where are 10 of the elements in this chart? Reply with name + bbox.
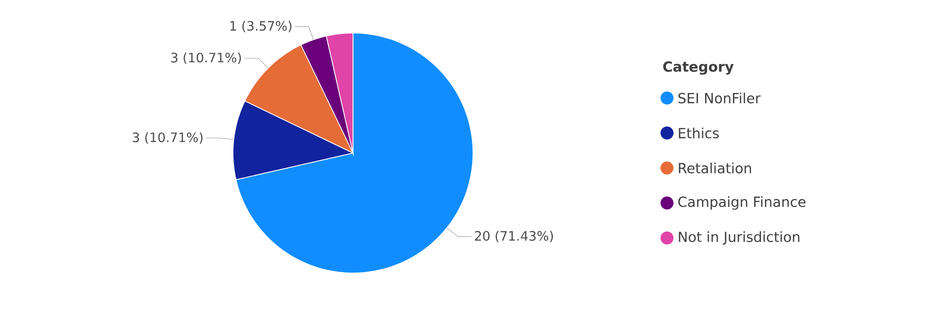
legend-label: SEI NonFiler — [678, 92, 761, 104]
legend-label: Not in Jurisdiction — [678, 231, 800, 245]
legend-label: Campaign Finance — [678, 196, 806, 210]
legend-label: Retaliation — [678, 162, 752, 174]
legend-title: Category — [663, 61, 734, 75]
legend-label: Ethics — [678, 128, 719, 138]
data-label: 20 (71.43%) — [474, 230, 553, 242]
data-label: 3 (10.71%) — [171, 52, 241, 64]
data-label: 3 (10.71%) — [132, 132, 203, 144]
data-label: 1 (3.57%) — [230, 20, 292, 32]
